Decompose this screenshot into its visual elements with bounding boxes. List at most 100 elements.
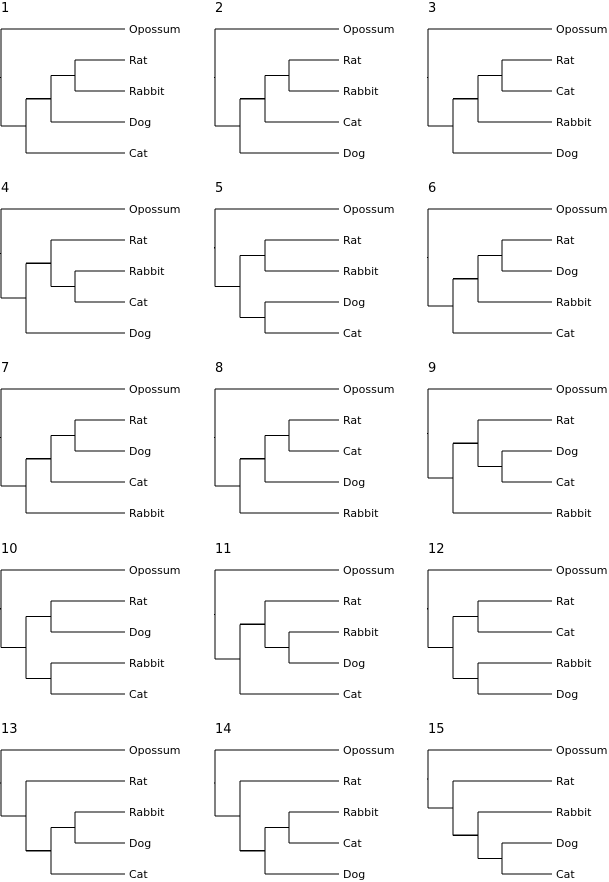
tree-3: 3 Opossum Rat Cat Rabbit Dog [427,1,608,160]
leaf-label-rabbit: Rabbit [556,116,592,129]
leaf-label-dog: Dog [556,837,578,850]
tree-number-label: 14 [215,722,232,737]
leaf-label-rat: Rat [556,234,575,247]
leaf-label-rat: Rat [556,775,575,788]
leaf-label-opossum: Opossum [343,744,395,757]
leaf-label-rat: Rat [556,414,575,427]
leaf-label-rabbit: Rabbit [343,507,379,520]
leaf-label-cat: Cat [556,868,575,881]
leaf-label-dog: Dog [129,116,151,129]
leaf-label-rat: Rat [343,414,362,427]
leaf-label-rat: Rat [129,595,148,608]
leaf-label-dog: Dog [129,445,151,458]
tree-11: 11 Opossum Rat Rabbit Dog Cat [214,542,395,701]
leaf-label-rabbit: Rabbit [129,806,165,819]
tree-13: 13 Opossum Rat Rabbit Dog Cat [0,722,181,881]
leaf-label-cat: Cat [343,116,362,129]
leaf-label-dog: Dog [556,265,578,278]
tree-number-label: 1 [1,1,9,16]
leaf-label-rat: Rat [129,414,148,427]
tree-number-label: 2 [215,1,223,16]
leaf-label-rat: Rat [343,54,362,67]
leaf-label-rabbit: Rabbit [556,806,592,819]
leaf-label-rabbit: Rabbit [129,85,165,98]
tree-number-label: 11 [215,542,232,557]
leaf-label-rabbit: Rabbit [556,507,592,520]
tree-7: 7 Opossum Rat Dog Cat Rabbit [0,361,181,520]
leaf-label-dog: Dog [129,626,151,639]
leaf-label-cat: Cat [556,476,575,489]
tree-number-label: 15 [428,722,445,737]
leaf-label-dog: Dog [556,147,578,160]
tree-number-label: 10 [1,542,18,557]
leaf-label-rat: Rat [343,595,362,608]
tree-14: 14 Opossum Rat Rabbit Cat Dog [214,722,395,881]
leaf-label-cat: Cat [129,688,148,701]
leaf-label-dog: Dog [556,445,578,458]
leaf-label-cat: Cat [129,296,148,309]
leaf-label-rabbit: Rabbit [343,806,379,819]
leaf-label-dog: Dog [343,657,365,670]
tree-8: 8 Opossum Rat Cat Dog Rabbit [214,361,395,520]
tree-1: 1 Opossum Rat Rabbit Dog Cat [0,1,181,160]
leaf-label-cat: Cat [343,327,362,340]
leaf-label-rat: Rat [129,54,148,67]
leaf-label-rabbit: Rabbit [129,657,165,670]
tree-15: 15 Opossum Rat Rabbit Dog Cat [427,722,608,881]
tree-number-label: 13 [1,722,18,737]
leaf-label-cat: Cat [343,837,362,850]
leaf-label-opossum: Opossum [129,203,181,216]
leaf-label-dog: Dog [343,147,365,160]
tree-2: 2 Opossum Rat Rabbit Cat Dog [214,1,395,160]
leaf-label-opossum: Opossum [556,23,608,36]
tree-number-label: 6 [428,181,436,196]
leaf-label-opossum: Opossum [343,203,395,216]
leaf-label-dog: Dog [129,837,151,850]
leaf-label-dog: Dog [343,868,365,881]
leaf-label-cat: Cat [556,85,575,98]
leaf-label-rabbit: Rabbit [343,85,379,98]
leaf-label-rat: Rat [556,54,575,67]
leaf-label-dog: Dog [556,688,578,701]
leaf-label-opossum: Opossum [129,744,181,757]
leaf-label-rabbit: Rabbit [129,265,165,278]
leaf-label-cat: Cat [556,327,575,340]
leaf-label-opossum: Opossum [129,23,181,36]
leaf-label-cat: Cat [129,476,148,489]
leaf-label-opossum: Opossum [343,383,395,396]
leaf-label-cat: Cat [343,688,362,701]
leaf-label-opossum: Opossum [343,23,395,36]
tree-number-label: 12 [428,542,445,557]
tree-number-label: 4 [1,181,9,196]
leaf-label-rabbit: Rabbit [556,657,592,670]
leaf-label-rat: Rat [556,595,575,608]
leaf-label-opossum: Opossum [556,203,608,216]
leaf-label-rat: Rat [129,234,148,247]
leaf-label-opossum: Opossum [556,564,608,577]
leaf-label-cat: Cat [129,868,148,881]
tree-4: 4 Opossum Rat Rabbit Cat Dog [0,181,181,340]
leaf-label-rabbit: Rabbit [343,626,379,639]
leaf-label-opossum: Opossum [343,564,395,577]
leaf-label-opossum: Opossum [556,383,608,396]
tree-10: 10 Opossum Rat Dog Rabbit Cat [0,542,181,701]
leaf-label-rabbit: Rabbit [343,265,379,278]
tree-12: 12 Opossum Rat Cat Rabbit Dog [427,542,608,701]
tree-number-label: 5 [215,181,223,196]
leaf-label-dog: Dog [343,296,365,309]
leaf-label-opossum: Opossum [129,564,181,577]
leaf-label-rat: Rat [129,775,148,788]
leaf-label-cat: Cat [343,445,362,458]
leaf-label-dog: Dog [129,327,151,340]
leaf-label-cat: Cat [556,626,575,639]
tree-number-label: 3 [428,1,436,16]
tree-6: 6 Opossum Rat Dog Rabbit Cat [427,181,608,340]
leaf-label-dog: Dog [343,476,365,489]
leaf-label-rabbit: Rabbit [129,507,165,520]
tree-number-label: 8 [215,361,223,376]
tree-number-label: 7 [1,361,9,376]
leaf-label-opossum: Opossum [556,744,608,757]
tree-number-label: 9 [428,361,436,376]
tree-9: 9 Opossum Rat Dog Cat Rabbit [427,361,608,520]
